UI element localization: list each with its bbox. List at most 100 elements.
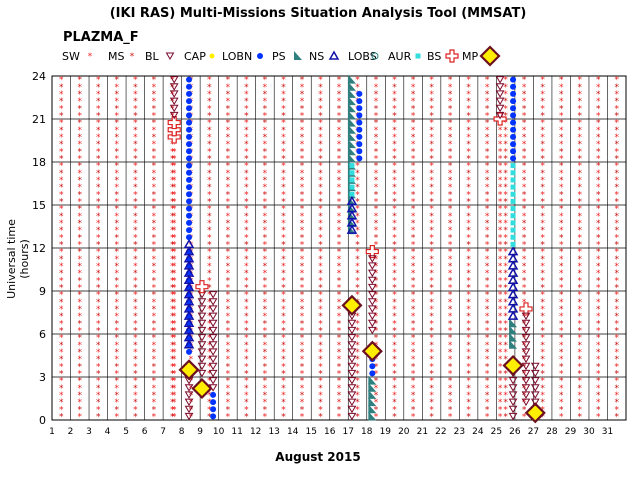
point-lobn xyxy=(510,119,517,126)
sw-marker: * xyxy=(300,140,305,150)
sw-marker: * xyxy=(374,298,379,308)
sw-marker: * xyxy=(226,154,231,164)
sw-marker: * xyxy=(374,369,379,379)
sw-marker: * xyxy=(207,190,212,200)
sw-marker: * xyxy=(392,255,397,265)
sw-marker: * xyxy=(281,326,286,336)
sw-marker: * xyxy=(392,312,397,322)
sw-marker: * xyxy=(59,233,64,243)
sw-marker: * xyxy=(281,276,286,286)
sw-marker: * xyxy=(503,398,508,408)
sw-marker: * xyxy=(59,319,64,329)
sw-marker: * xyxy=(540,233,545,243)
sw-marker: * xyxy=(522,283,527,293)
sw-marker: * xyxy=(614,262,619,272)
point-sw: * xyxy=(172,283,177,293)
sw-marker: * xyxy=(78,255,83,265)
sw-marker: * xyxy=(448,326,453,336)
sw-marker: * xyxy=(577,104,582,114)
sw-marker: * xyxy=(374,405,379,415)
sw-marker: * xyxy=(503,377,508,387)
sw-marker: * xyxy=(596,240,601,250)
sw-marker: * xyxy=(559,298,564,308)
sw-marker: * xyxy=(59,377,64,387)
point-aur xyxy=(349,170,355,176)
sw-marker: * xyxy=(300,312,305,322)
sw-marker: * xyxy=(115,377,120,387)
sw-marker: * xyxy=(96,111,101,121)
sw-marker: * xyxy=(281,248,286,258)
sw-marker: * xyxy=(503,326,508,336)
legend-label-ps: PS xyxy=(272,50,286,63)
sw-marker: * xyxy=(411,398,416,408)
sw-marker: * xyxy=(503,319,508,329)
sw-marker: * xyxy=(207,219,212,229)
sw-marker: * xyxy=(596,391,601,401)
sw-marker: * xyxy=(559,126,564,136)
sw-marker: * xyxy=(485,291,490,301)
sw-marker: * xyxy=(448,334,453,344)
sw-marker: * xyxy=(540,126,545,136)
sw-marker: * xyxy=(207,183,212,193)
sw-marker: * xyxy=(466,176,471,186)
sw-marker: * xyxy=(411,140,416,150)
sw-marker: * xyxy=(244,169,249,179)
sw-marker: * xyxy=(466,319,471,329)
sw-marker: * xyxy=(540,197,545,207)
sw-marker: * xyxy=(59,76,64,86)
sw-marker: * xyxy=(78,319,83,329)
sw-marker: * xyxy=(170,262,175,272)
point-lobn xyxy=(186,219,193,226)
sw-marker: * xyxy=(577,219,582,229)
point-ns xyxy=(183,274,195,284)
point-sw: * xyxy=(498,233,503,243)
point-bl xyxy=(508,398,518,407)
sw-marker: * xyxy=(448,111,453,121)
point-bl xyxy=(347,398,357,407)
sw-marker: * xyxy=(411,326,416,336)
sw-marker: * xyxy=(614,76,619,86)
point-bl xyxy=(169,104,179,113)
point-bl xyxy=(184,412,194,421)
sw-marker: * xyxy=(152,162,157,172)
sw-marker: * xyxy=(577,162,582,172)
sw-marker: * xyxy=(448,262,453,272)
sw-marker: * xyxy=(170,212,175,222)
point-aur xyxy=(510,227,516,233)
sw-marker: * xyxy=(577,140,582,150)
sw-marker: * xyxy=(559,255,564,265)
sw-marker: * xyxy=(577,298,582,308)
sw-marker: * xyxy=(281,319,286,329)
sw-marker: * xyxy=(355,276,360,286)
sw-marker: * xyxy=(392,305,397,315)
sw-marker: * xyxy=(411,276,416,286)
sw-marker: * xyxy=(170,197,175,207)
sw-marker: * xyxy=(614,398,619,408)
sw-marker: * xyxy=(96,126,101,136)
sw-marker: * xyxy=(226,255,231,265)
point-sw: * xyxy=(498,262,503,272)
sw-marker: * xyxy=(78,197,83,207)
sw-marker: * xyxy=(577,133,582,143)
sw-marker: * xyxy=(152,240,157,250)
sw-marker: * xyxy=(411,405,416,415)
sw-marker: * xyxy=(596,233,601,243)
sw-marker: * xyxy=(133,377,138,387)
sw-marker: * xyxy=(596,162,601,172)
point-ps xyxy=(368,397,377,407)
sw-marker: * xyxy=(448,183,453,193)
sw-marker: * xyxy=(281,190,286,200)
sw-marker: * xyxy=(392,140,397,150)
sw-marker: * xyxy=(318,384,323,394)
sw-marker: * xyxy=(59,104,64,114)
sw-marker: * xyxy=(263,147,268,157)
sw-marker: * xyxy=(96,312,101,322)
point-bl xyxy=(169,76,179,84)
sw-marker: * xyxy=(78,133,83,143)
sw-marker: * xyxy=(318,283,323,293)
point-bl xyxy=(367,326,377,335)
point-ns xyxy=(183,303,195,313)
sw-marker: * xyxy=(59,126,64,136)
sw-marker: * xyxy=(152,205,157,215)
sw-marker: * xyxy=(318,412,323,422)
